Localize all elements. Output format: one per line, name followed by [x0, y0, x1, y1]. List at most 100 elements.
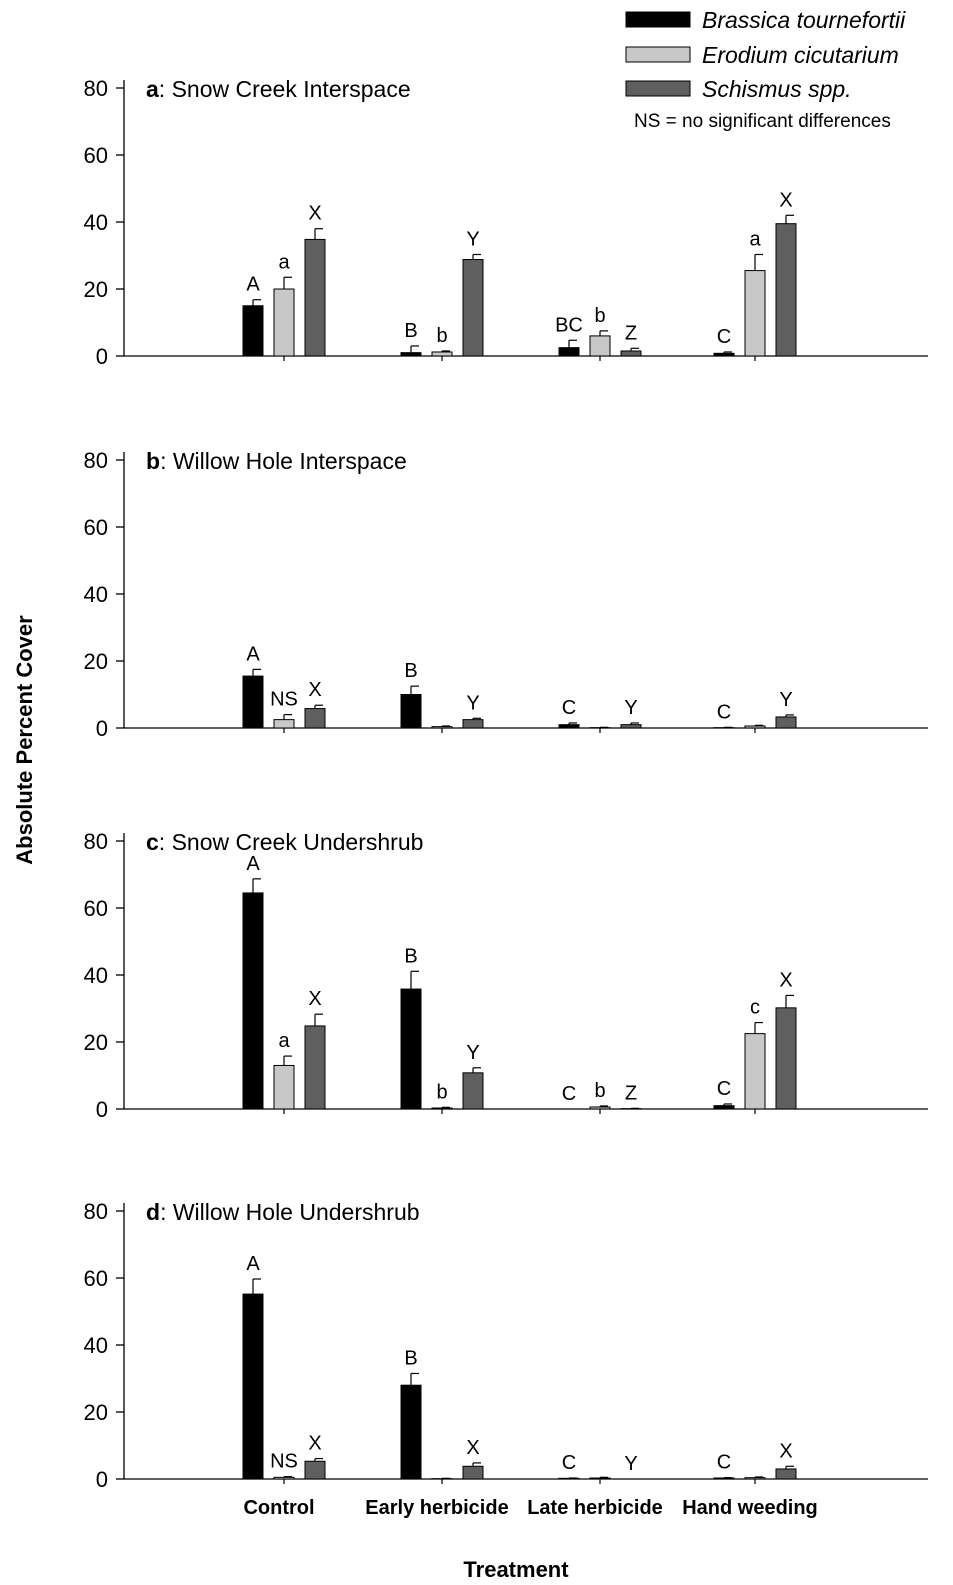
category-label: Late herbicide: [527, 1497, 663, 1519]
y-tick-label: 0: [96, 716, 108, 741]
y-tick-label: 20: [84, 1400, 108, 1425]
significance-label: X: [308, 1433, 321, 1455]
y-axis-label: Absolute Percent Cover: [12, 615, 37, 865]
x-axis-label: Treatment: [463, 1557, 569, 1582]
y-tick-label: 80: [84, 1199, 108, 1224]
y-tick-label: 20: [84, 1030, 108, 1055]
significance-label: B: [404, 320, 417, 342]
category-label: Control: [243, 1497, 314, 1519]
bar: [273, 1064, 295, 1110]
bar: [744, 1477, 766, 1480]
panel-title: b: Willow Hole Interspace: [146, 448, 407, 474]
significance-label: A: [246, 274, 260, 296]
y-tick-label: 0: [96, 1097, 108, 1122]
bar: [400, 694, 422, 729]
significance-label: A: [246, 853, 260, 875]
significance-label: b: [594, 305, 605, 327]
significance-label: NS: [270, 689, 298, 711]
bar: [462, 259, 484, 357]
significance-label: Y: [466, 228, 479, 250]
significance-label: a: [278, 251, 290, 273]
significance-label: a: [749, 228, 761, 250]
significance-label: X: [308, 203, 321, 225]
bar: [620, 724, 642, 729]
significance-label: Y: [624, 697, 637, 719]
significance-label: Y: [466, 692, 479, 714]
significance-label: C: [562, 697, 576, 719]
legend-swatch-schismus: [625, 80, 691, 97]
y-tick-label: 80: [84, 829, 108, 854]
significance-label: C: [717, 1078, 731, 1100]
bar: [431, 1107, 453, 1110]
bar: [273, 288, 295, 357]
panel-title: d: Willow Hole Undershrub: [146, 1199, 420, 1225]
y-tick-label: 60: [84, 896, 108, 921]
significance-label: C: [717, 1452, 731, 1474]
bar: [462, 1072, 484, 1110]
bar: [242, 892, 264, 1110]
bar: [775, 1468, 797, 1480]
bar: [713, 352, 735, 357]
bar: [273, 1476, 295, 1480]
significance-label: BC: [555, 314, 583, 336]
category-label: Early herbicide: [365, 1497, 508, 1519]
panel-title-text: : Snow Creek Undershrub: [159, 829, 424, 855]
significance-label: X: [779, 189, 792, 211]
panel-title-text: : Willow Hole Interspace: [160, 448, 407, 474]
bar: [775, 1007, 797, 1110]
significance-label: NS: [270, 1451, 298, 1473]
panel-letter: d: [146, 1199, 160, 1225]
panel-letter: c: [146, 829, 159, 855]
y-tick-label: 20: [84, 277, 108, 302]
bar: [744, 270, 766, 357]
bar: [431, 726, 453, 729]
panel-title: c: Snow Creek Undershrub: [146, 829, 423, 855]
bar: [589, 1106, 611, 1110]
significance-label: B: [404, 660, 417, 682]
bar: [273, 719, 295, 729]
bar: [304, 1025, 326, 1110]
legend-label-brassica: Brassica tournefortii: [702, 7, 906, 33]
bar: [400, 352, 422, 357]
y-tick-label: 0: [96, 1467, 108, 1492]
y-tick-label: 80: [84, 76, 108, 101]
bar: [462, 1465, 484, 1480]
significance-label: B: [404, 1347, 417, 1369]
y-tick-label: 40: [84, 210, 108, 235]
bar: [620, 350, 642, 357]
significance-label: Y: [466, 1042, 479, 1064]
significance-label: B: [404, 945, 417, 967]
y-tick-label: 60: [84, 515, 108, 540]
legend-note: NS = no significant differences: [634, 111, 891, 132]
bar: [589, 1477, 611, 1480]
significance-label: X: [308, 988, 321, 1010]
significance-label: X: [779, 1440, 792, 1462]
bar: [558, 347, 580, 357]
significance-label: C: [562, 1452, 576, 1474]
bar: [744, 1033, 766, 1110]
bar: [775, 223, 797, 357]
legend-label-schismus: Schismus spp.: [702, 76, 852, 102]
y-tick-label: 20: [84, 649, 108, 674]
bar: [462, 719, 484, 729]
bar: [431, 351, 453, 357]
panel-d: 0 20 40 60 80 d: Willow Hole Undershrub A B C C NS…: [84, 1199, 928, 1492]
bar: [558, 724, 580, 729]
bar: [242, 305, 264, 357]
significance-label: A: [246, 1253, 260, 1275]
y-tick-label: 60: [84, 1266, 108, 1291]
panel-title: a: Snow Creek Interspace: [146, 76, 411, 102]
panel-letter: b: [146, 448, 160, 474]
significance-label: b: [436, 325, 447, 347]
significance-label: b: [594, 1080, 605, 1102]
y-tick-label: 40: [84, 963, 108, 988]
significance-label: C: [562, 1083, 576, 1105]
bar: [744, 725, 766, 729]
significance-label: A: [246, 643, 260, 665]
y-tick-label: 40: [84, 582, 108, 607]
significance-label: Y: [624, 1453, 637, 1475]
legend-swatch-brassica: [625, 11, 691, 28]
